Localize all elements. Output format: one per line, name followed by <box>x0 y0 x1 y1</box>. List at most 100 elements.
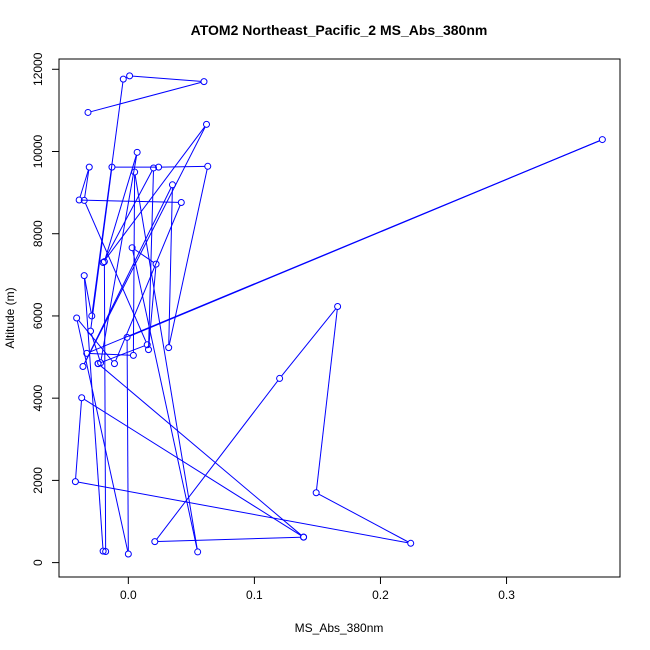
data-point <box>194 548 202 556</box>
series-line-segment <box>100 365 302 536</box>
series-line-segment <box>76 320 129 552</box>
series-line-segment <box>103 264 107 549</box>
series-line-segment <box>84 170 90 198</box>
series-line-segment <box>168 169 208 345</box>
y-axis: 0 2000 4000 6000 8000 10000 12000 <box>31 52 60 566</box>
data-point <box>84 108 92 116</box>
series-line-segment <box>104 126 206 261</box>
x-axis: 0.0 0.1 0.2 0.3 <box>120 576 515 602</box>
series-line-segment <box>148 170 154 347</box>
data-point <box>87 327 95 335</box>
series-line-segment <box>90 81 202 113</box>
data-point <box>119 75 127 83</box>
series-line-segment <box>82 199 179 203</box>
series-line-segment <box>157 536 301 543</box>
data-point <box>152 260 160 268</box>
x-tick-label: 0.0 <box>120 588 137 602</box>
series-line-segment <box>281 308 337 377</box>
data-point <box>75 196 83 204</box>
data-point <box>129 351 137 359</box>
data-point <box>300 533 308 541</box>
data-point <box>80 272 88 280</box>
series-line-segment <box>83 398 302 536</box>
series-line-segment <box>100 345 145 364</box>
y-tick-label: 2000 <box>31 467 45 494</box>
data-point <box>79 363 87 371</box>
plot-frame <box>58 58 621 578</box>
y-tick-label: 0 <box>31 559 45 566</box>
x-tick-label: 0.3 <box>498 588 515 602</box>
series-line-segment <box>83 278 104 549</box>
data-point <box>100 258 108 266</box>
series-line-segment <box>126 340 129 551</box>
data-point <box>126 72 134 80</box>
data-point <box>145 346 153 354</box>
data-point <box>123 333 131 341</box>
series-line-segment <box>90 333 101 361</box>
data-point <box>407 539 415 547</box>
data-point <box>110 360 118 368</box>
data-point <box>204 162 212 170</box>
data-point <box>312 489 320 497</box>
data-point <box>71 478 79 486</box>
x-tick-label: 0.2 <box>372 588 389 602</box>
series-line-segment <box>318 493 409 543</box>
data-point <box>202 120 210 128</box>
series-line-segment <box>83 126 206 365</box>
series-line-segment <box>75 400 82 479</box>
data-point <box>143 341 151 349</box>
data-point <box>165 344 173 352</box>
data-point <box>150 164 158 172</box>
series-line-segment <box>78 481 408 544</box>
series-line-segment <box>316 309 338 490</box>
series-line-segment <box>84 202 147 343</box>
series-line-segment <box>104 170 153 261</box>
data-point <box>334 302 342 310</box>
series-line-segment <box>134 174 198 550</box>
data-point <box>598 136 606 144</box>
data-point <box>102 548 110 556</box>
data-point <box>168 181 176 189</box>
data-point <box>73 314 81 322</box>
data-point <box>133 148 141 156</box>
series-line-segment <box>78 319 113 362</box>
x-tick-label: 0.1 <box>246 588 263 602</box>
series-line-segment <box>132 175 136 353</box>
series-line-segment <box>156 380 279 540</box>
y-tick-label: 4000 <box>31 384 45 411</box>
series-line-segment <box>90 170 113 329</box>
series-line-segment <box>83 187 172 365</box>
series-line-segment <box>115 205 181 362</box>
data-point <box>99 547 107 555</box>
data-point <box>131 168 139 176</box>
series-line-segment <box>134 248 154 263</box>
data-point <box>124 550 132 558</box>
series-line-segment <box>84 278 92 314</box>
series-line-segment <box>129 140 600 337</box>
y-axis-label: Altitude (m) <box>3 287 17 348</box>
data-point <box>88 312 96 320</box>
data-point <box>276 374 284 382</box>
data-point <box>128 244 136 252</box>
series-line-segment <box>104 155 137 259</box>
data-point <box>85 163 93 171</box>
series-line-segment <box>168 187 173 345</box>
data-point <box>99 259 107 266</box>
y-tick-label: 6000 <box>31 302 45 329</box>
data-point <box>151 538 159 546</box>
data-point <box>94 360 102 368</box>
series-line-segment <box>100 155 138 360</box>
series-line-segment <box>79 169 89 198</box>
data-point <box>177 198 185 206</box>
data-point <box>80 196 88 204</box>
x-axis-label: MS_Abs_380nm <box>295 621 384 635</box>
chart-title: ATOM2 Northeast_Pacific_2 MS_Abs_380nm <box>191 22 488 38</box>
series-line-segment <box>89 352 131 356</box>
series-line-segment <box>148 267 157 347</box>
y-tick-label: 8000 <box>31 220 45 247</box>
data-point <box>155 163 163 171</box>
y-tick-label: 12000 <box>31 52 45 86</box>
series-line-segment <box>161 165 205 168</box>
data-point <box>200 78 208 86</box>
